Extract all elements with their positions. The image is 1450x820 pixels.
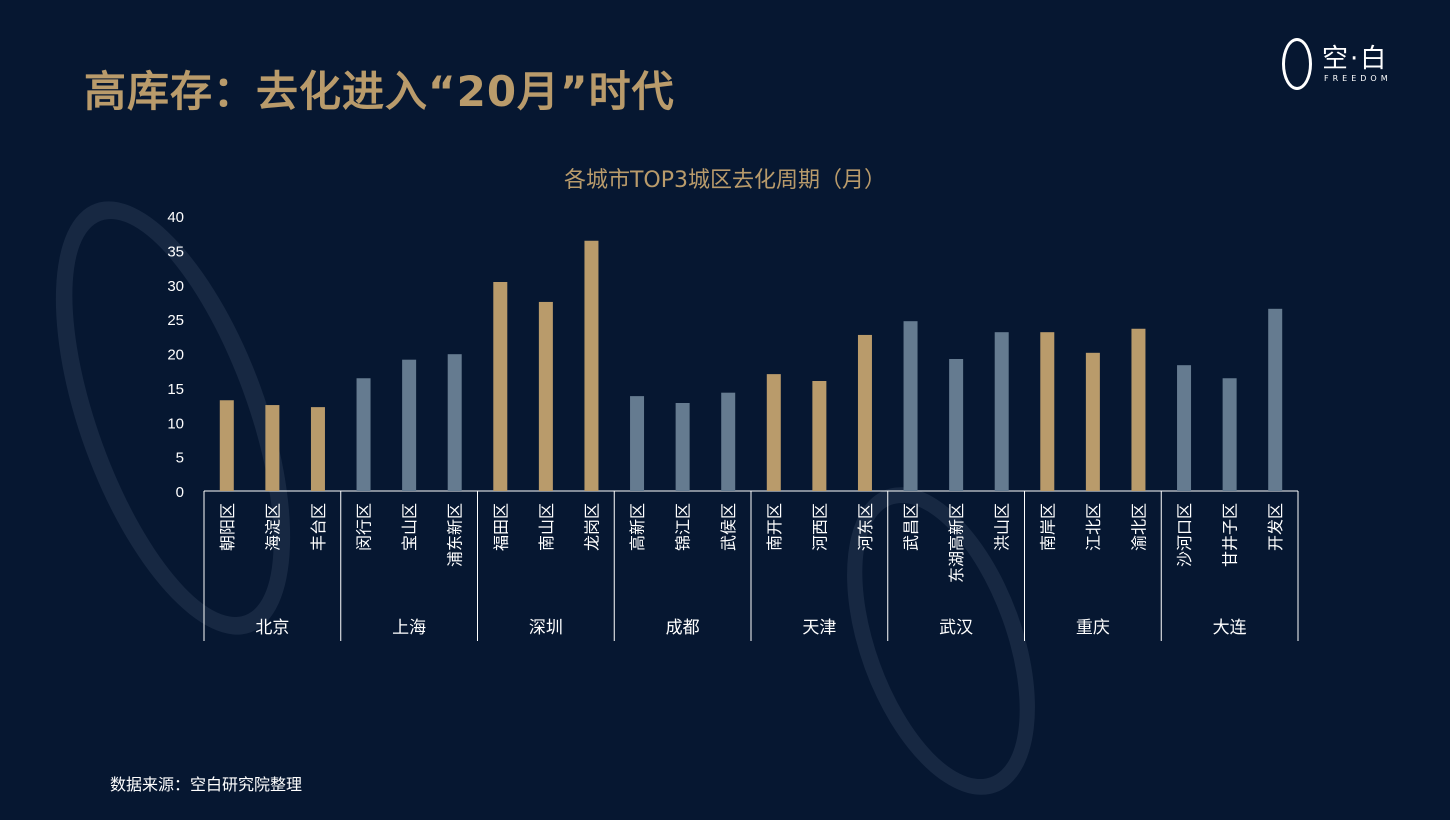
district-label: 朝阳区 xyxy=(218,503,237,551)
bar-龙岗区 xyxy=(584,240,599,491)
district-label: 渝北区 xyxy=(1129,503,1148,551)
bar-南岸区 xyxy=(1040,332,1055,491)
district-label: 南岸区 xyxy=(1038,503,1057,551)
y-tick-label: 40 xyxy=(167,209,184,226)
chart-title: 各城市TOP3城区去化周期（月） xyxy=(563,168,887,193)
logo-ring-icon xyxy=(1282,38,1312,90)
logo: 空·白 FREEDOM xyxy=(1278,36,1398,92)
city-label: 武汉 xyxy=(939,618,973,638)
district-label: 武侯区 xyxy=(719,503,738,551)
y-tick-label: 10 xyxy=(167,415,184,432)
bar-宝山区 xyxy=(402,359,417,491)
y-tick-label: 0 xyxy=(176,484,184,501)
bar-河西区 xyxy=(812,381,827,491)
bar-锦江区 xyxy=(675,403,690,491)
district-label: 洪山区 xyxy=(993,503,1012,551)
district-label: 开发区 xyxy=(1266,503,1285,551)
bar-沙河口区 xyxy=(1177,365,1192,491)
district-label: 南开区 xyxy=(765,503,784,551)
bar-河东区 xyxy=(857,334,872,491)
bar-丰台区 xyxy=(310,407,325,491)
y-tick-label: 30 xyxy=(167,278,184,295)
bar-闵行区 xyxy=(356,378,371,491)
city-label: 重庆 xyxy=(1076,618,1110,638)
district-label: 福田区 xyxy=(491,503,510,551)
page-title: 高库存：去化进入“20月”时代 xyxy=(84,67,675,116)
district-label: 浦东新区 xyxy=(446,503,465,567)
district-label: 宝山区 xyxy=(400,503,419,551)
bar-武侯区 xyxy=(721,392,736,491)
y-tick-label: 15 xyxy=(167,381,184,398)
district-label: 锦江区 xyxy=(674,503,693,551)
district-label: 高新区 xyxy=(628,503,647,551)
bar-南开区 xyxy=(766,374,781,491)
bar-东湖高新区 xyxy=(949,359,964,491)
city-label: 上海 xyxy=(392,618,426,638)
district-label: 甘井子区 xyxy=(1221,503,1240,567)
bar-渝北区 xyxy=(1131,328,1146,491)
district-label: 东湖高新区 xyxy=(947,503,966,583)
logo-subtext: FREEDOM xyxy=(1324,74,1392,83)
city-label: 成都 xyxy=(666,618,700,638)
city-label: 深圳 xyxy=(529,618,563,638)
district-label: 河东区 xyxy=(856,503,875,551)
district-label: 闵行区 xyxy=(355,503,374,551)
district-label: 武昌区 xyxy=(902,503,921,551)
bar-甘井子区 xyxy=(1222,378,1237,491)
bar-洪山区 xyxy=(994,332,1009,491)
bar-朝阳区 xyxy=(219,400,234,491)
district-label: 河西区 xyxy=(810,503,829,551)
district-label: 龙岗区 xyxy=(582,503,601,551)
district-label: 沙河口区 xyxy=(1175,503,1194,567)
bar-开发区 xyxy=(1268,308,1283,491)
city-label: 北京 xyxy=(255,618,289,638)
district-label: 丰台区 xyxy=(309,503,328,551)
bar-武昌区 xyxy=(903,321,918,491)
y-tick-label: 25 xyxy=(167,312,184,329)
y-tick-label: 20 xyxy=(167,347,184,364)
district-label: 江北区 xyxy=(1084,503,1103,551)
source-note: 数据来源：空白研究院整理 xyxy=(110,775,303,794)
bar-浦东新区 xyxy=(447,354,462,491)
bar-南山区 xyxy=(538,301,553,491)
city-label: 大连 xyxy=(1213,618,1247,638)
district-label: 南山区 xyxy=(537,503,556,551)
city-label: 天津 xyxy=(802,618,836,638)
bar-福田区 xyxy=(493,282,508,491)
logo-text: 空·白 xyxy=(1322,44,1389,74)
district-label: 海淀区 xyxy=(263,503,282,551)
bar-江北区 xyxy=(1085,352,1100,491)
bar-海淀区 xyxy=(265,405,280,491)
bar-高新区 xyxy=(630,396,645,491)
y-tick-label: 35 xyxy=(167,243,184,260)
y-tick-label: 5 xyxy=(176,450,184,467)
